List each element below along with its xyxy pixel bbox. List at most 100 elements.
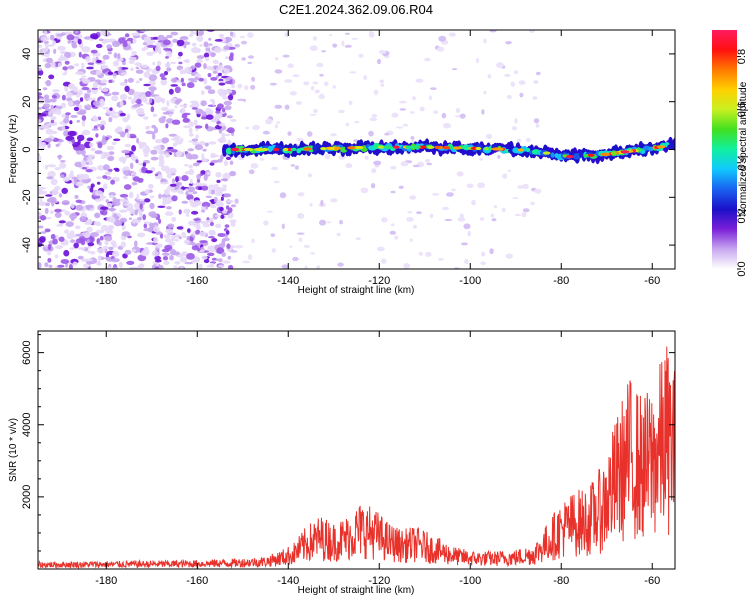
noise-dot: [512, 197, 519, 200]
y-tick-label: 4000: [21, 413, 33, 437]
noise-dot: [143, 150, 149, 158]
noise-dot: [370, 183, 376, 189]
noise-dot: [152, 113, 158, 118]
noise-dot: [433, 110, 439, 114]
noise-dot: [390, 190, 396, 194]
noise-dot: [319, 73, 324, 77]
noise-dot: [70, 170, 74, 176]
noise-dot: [191, 242, 196, 246]
noise-dot: [77, 38, 82, 45]
noise-dot: [45, 44, 55, 47]
noise-dot: [162, 256, 169, 261]
noise-dot: [169, 254, 174, 261]
noise-dot: [62, 66, 68, 71]
noise-dot: [61, 187, 68, 194]
noise-dot: [310, 252, 316, 255]
noise-dot: [459, 113, 466, 119]
noise-dot: [384, 132, 390, 136]
noise-dot: [85, 162, 90, 165]
x-tick-label: -80: [553, 575, 569, 587]
noise-dot: [208, 37, 212, 41]
band-hotspot: [377, 145, 385, 149]
colorbar-label: Normalized spectral amplitude: [738, 81, 749, 216]
noise-dot: [149, 202, 155, 210]
noise-dot: [81, 149, 86, 157]
noise-dot: [73, 86, 79, 93]
noise-dot: [295, 101, 302, 105]
noise-dot: [145, 125, 151, 129]
noise-dot: [163, 234, 171, 239]
noise-dot: [107, 71, 114, 75]
noise-dot: [175, 176, 179, 183]
band-hotspot: [254, 147, 264, 152]
noise-dot: [110, 179, 115, 185]
noise-dot: [181, 251, 188, 257]
noise-dot: [93, 221, 98, 225]
noise-dot: [124, 249, 132, 255]
noise-dot: [309, 45, 318, 51]
noise-dot: [218, 82, 226, 86]
noise-dot: [207, 89, 216, 95]
noise-dot: [212, 59, 219, 65]
noise-dot: [195, 229, 201, 235]
noise-dot: [521, 212, 527, 218]
noise-dot: [373, 160, 382, 166]
noise-dot: [38, 141, 44, 147]
noise-dot: [223, 193, 232, 198]
noise-dot: [415, 78, 424, 83]
noise-dot: [467, 230, 472, 237]
noise-dot: [85, 204, 94, 209]
noise-dot: [199, 231, 207, 237]
noise-dot: [535, 123, 540, 128]
noise-dot: [191, 107, 198, 110]
noise-dot: [216, 75, 219, 79]
noise-dot: [84, 232, 90, 239]
noise-dot: [50, 116, 57, 120]
noise-dot: [183, 44, 187, 49]
noise-dot: [135, 69, 144, 74]
noise-dot: [130, 67, 134, 72]
noise-dot: [107, 168, 113, 173]
noise-dot: [220, 178, 228, 182]
noise-dot: [402, 123, 409, 127]
noise-dot: [114, 127, 123, 133]
noise-dot: [228, 55, 234, 62]
noise-dot: [56, 224, 64, 227]
noise-dot: [222, 108, 226, 113]
noise-dot: [96, 176, 102, 180]
noise-dot: [75, 233, 84, 237]
y-tick-label: -20: [21, 189, 33, 205]
noise-dot: [57, 45, 66, 51]
noise-dot: [178, 61, 183, 65]
noise-dot: [200, 185, 209, 191]
noise-dot: [130, 171, 137, 176]
noise-dot: [490, 213, 494, 218]
noise-dot: [101, 88, 109, 92]
noise-dot: [107, 155, 115, 161]
noise-dot: [189, 100, 199, 104]
snr-x-ticks: -180 -160 -140 -120 -100 -80 -60: [95, 331, 660, 587]
band-cell: [525, 147, 531, 153]
noise-dot: [228, 264, 234, 269]
noise-dot: [81, 46, 91, 53]
noise-dot: [116, 198, 121, 202]
noise-dot: [48, 196, 57, 203]
noise-dot: [108, 116, 113, 123]
noise-dot: [271, 166, 279, 171]
noise-dot: [398, 100, 407, 104]
noise-dot: [149, 223, 155, 227]
noise-dot: [64, 229, 70, 234]
noise-dot: [138, 144, 144, 150]
noise-dot: [518, 80, 526, 85]
noise-dot: [38, 98, 46, 104]
noise-dot: [90, 33, 99, 40]
noise-dot: [212, 70, 218, 74]
noise-dot: [102, 54, 110, 60]
noise-dot: [166, 206, 172, 210]
noise-dot: [95, 43, 103, 49]
noise-dot: [223, 67, 230, 74]
noise-dot: [528, 30, 535, 33]
noise-dot: [108, 109, 116, 116]
noise-dot: [181, 200, 189, 204]
noise-dot: [77, 255, 84, 260]
